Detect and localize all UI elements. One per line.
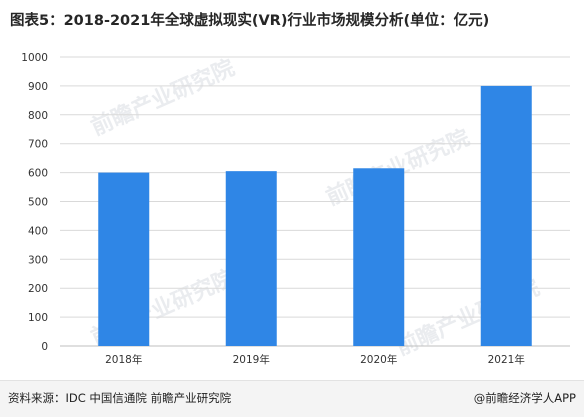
y-tick-label: 300 bbox=[28, 254, 48, 266]
bar-chart: 0 100 200 300 400 500 600 700 800 900 1000 2018年 201… bbox=[21, 52, 570, 366]
x-tick-label: 2019年 bbox=[233, 353, 270, 366]
y-tick-label: 0 bbox=[41, 341, 48, 353]
y-tick-label: 1000 bbox=[21, 52, 48, 64]
x-tick-label: 2020年 bbox=[360, 353, 397, 366]
y-tick-label: 900 bbox=[28, 81, 48, 93]
x-tick-label: 2018年 bbox=[105, 353, 142, 366]
credit-label: @前瞻经济学人APP bbox=[473, 391, 576, 405]
y-tick-label: 400 bbox=[28, 225, 48, 237]
bar bbox=[98, 172, 150, 346]
bar bbox=[353, 168, 405, 346]
y-tick-label: 600 bbox=[28, 168, 48, 180]
chart-title: 图表5：2018-2021年全球虚拟现实(VR)行业市场规模分析(单位：亿元) bbox=[10, 13, 490, 29]
footer: 资料来源：IDC 中国信通院 前瞻产业研究院 @前瞻经济学人APP bbox=[0, 380, 584, 417]
y-tick-label: 800 bbox=[28, 110, 48, 122]
bar bbox=[480, 85, 532, 347]
y-tick-label: 200 bbox=[28, 283, 48, 295]
x-tick-label: 2021年 bbox=[488, 353, 525, 366]
y-tick-label: 700 bbox=[28, 139, 48, 151]
bar bbox=[225, 171, 277, 346]
y-tick-label: 500 bbox=[28, 197, 48, 209]
source-note: 资料来源：IDC 中国信通院 前瞻产业研究院 bbox=[8, 391, 232, 405]
y-tick-label: 100 bbox=[28, 312, 48, 324]
